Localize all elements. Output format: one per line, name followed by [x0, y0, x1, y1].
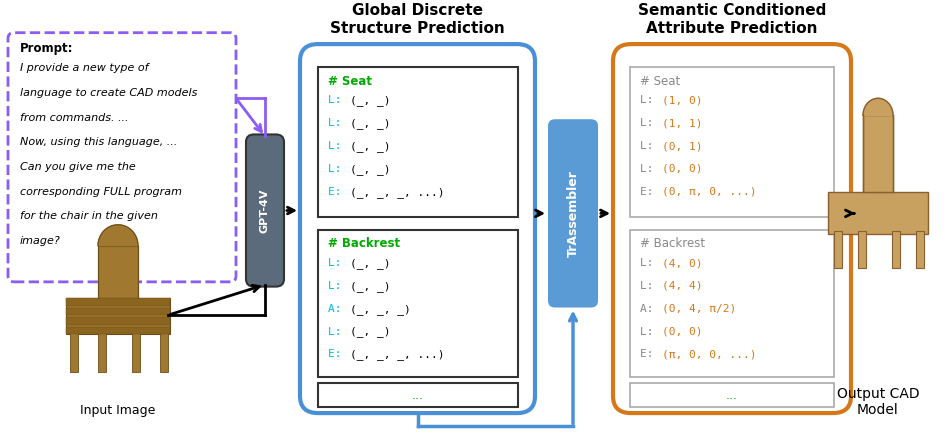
Bar: [98, 332, 106, 372]
Text: A:: A:: [640, 304, 660, 314]
Text: L:: L:: [328, 95, 348, 105]
Text: (0, 0): (0, 0): [662, 326, 703, 336]
Text: (4, 4): (4, 4): [662, 281, 703, 291]
Text: (_, _): (_, _): [350, 164, 391, 175]
Text: L:: L:: [640, 118, 660, 128]
Text: ...: ...: [726, 388, 738, 401]
Text: corresponding FULL program: corresponding FULL program: [20, 187, 182, 197]
Bar: [318, 383, 518, 408]
Text: L:: L:: [328, 326, 348, 336]
FancyBboxPatch shape: [246, 135, 284, 286]
Text: GPT-4V: GPT-4V: [260, 188, 270, 233]
Text: Output CAD
Model: Output CAD Model: [837, 387, 920, 417]
Bar: [892, 231, 900, 268]
Text: Input Image: Input Image: [80, 404, 156, 417]
Text: L:: L:: [640, 164, 660, 174]
Polygon shape: [98, 225, 138, 246]
FancyBboxPatch shape: [300, 44, 535, 413]
Text: (_, _, _, ...): (_, _, _, ...): [350, 349, 444, 360]
Text: Can you give me the: Can you give me the: [20, 162, 136, 172]
Text: image?: image?: [20, 236, 61, 246]
Text: for the chair in the given: for the chair in the given: [20, 211, 158, 221]
Bar: [66, 308, 170, 315]
Text: (_, _, _, ...): (_, _, _, ...): [350, 187, 444, 197]
Text: L:: L:: [328, 258, 348, 268]
Bar: [70, 332, 78, 372]
Text: L:: L:: [328, 141, 348, 151]
Bar: [630, 67, 834, 217]
Text: TrAssembler: TrAssembler: [567, 170, 579, 257]
Text: # Backrest: # Backrest: [328, 237, 400, 250]
Text: E:: E:: [640, 349, 660, 359]
Text: L:: L:: [640, 141, 660, 151]
Bar: [160, 332, 168, 372]
Text: Global Discrete
Structure Prediction: Global Discrete Structure Prediction: [330, 3, 505, 36]
Text: E:: E:: [328, 349, 348, 359]
Text: (1, 0): (1, 0): [662, 95, 703, 105]
Text: Now, using this language, ...: Now, using this language, ...: [20, 137, 177, 147]
Bar: [828, 191, 928, 234]
Bar: [98, 246, 138, 298]
Text: (_, _, _): (_, _, _): [350, 304, 411, 315]
Text: E:: E:: [640, 187, 660, 197]
Text: Semantic Conditioned
Attribute Prediction: Semantic Conditioned Attribute Predictio…: [638, 3, 826, 36]
Text: L:: L:: [328, 118, 348, 128]
Bar: [66, 298, 170, 306]
Text: (_, _): (_, _): [350, 118, 391, 129]
Text: L:: L:: [640, 326, 660, 336]
Bar: [66, 326, 170, 334]
Text: (_, _): (_, _): [350, 281, 391, 292]
Text: L:: L:: [640, 281, 660, 291]
Bar: [66, 317, 170, 325]
Text: Prompt:: Prompt:: [20, 42, 73, 55]
Text: (0, 4, π/2): (0, 4, π/2): [662, 304, 736, 314]
Text: A:: A:: [328, 304, 348, 314]
Text: (1, 1): (1, 1): [662, 118, 703, 128]
Text: L:: L:: [640, 258, 660, 268]
Text: language to create CAD models: language to create CAD models: [20, 88, 198, 98]
Text: # Seat: # Seat: [328, 75, 372, 88]
Text: (_, _): (_, _): [350, 258, 391, 269]
Text: # Seat: # Seat: [640, 75, 680, 88]
Text: (0, 0): (0, 0): [662, 164, 703, 174]
Text: I provide a new type of: I provide a new type of: [20, 63, 148, 73]
Text: (0, π, 0, ...): (0, π, 0, ...): [662, 187, 756, 197]
Bar: [630, 230, 834, 377]
Bar: [66, 298, 170, 334]
Polygon shape: [863, 99, 893, 115]
Text: # Backrest: # Backrest: [640, 237, 705, 250]
Text: L:: L:: [328, 281, 348, 291]
Bar: [318, 67, 518, 217]
Text: (_, _): (_, _): [350, 326, 391, 338]
FancyBboxPatch shape: [8, 33, 236, 282]
Text: E:: E:: [328, 187, 348, 197]
Bar: [858, 231, 866, 268]
Text: (0, 1): (0, 1): [662, 141, 703, 151]
Text: L:: L:: [640, 95, 660, 105]
Text: ...: ...: [412, 388, 424, 401]
Bar: [318, 230, 518, 377]
Text: (π, 0, 0, ...): (π, 0, 0, ...): [662, 349, 756, 359]
Text: (_, _): (_, _): [350, 141, 391, 152]
Bar: [834, 231, 842, 268]
Text: from commands. ...: from commands. ...: [20, 112, 128, 122]
Bar: [630, 383, 834, 408]
Text: (_, _): (_, _): [350, 95, 391, 106]
Bar: [132, 332, 140, 372]
Bar: [863, 115, 893, 191]
Bar: [916, 231, 924, 268]
Text: (4, 0): (4, 0): [662, 258, 703, 268]
FancyBboxPatch shape: [613, 44, 851, 413]
Text: L:: L:: [328, 164, 348, 174]
FancyBboxPatch shape: [548, 119, 598, 308]
